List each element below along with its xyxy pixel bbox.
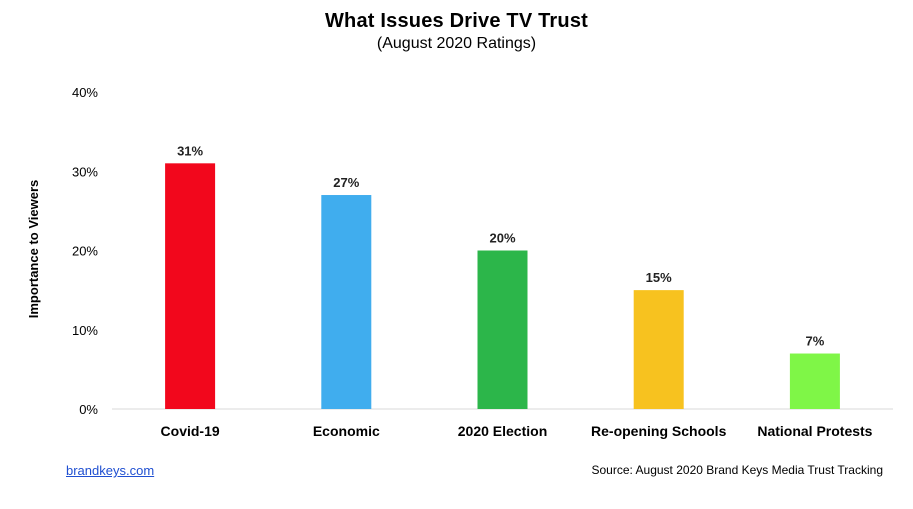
data-label: 20% — [489, 231, 515, 246]
x-tick-label: Re-opening Schools — [591, 423, 727, 439]
data-label: 31% — [177, 143, 203, 158]
data-label: 7% — [806, 334, 825, 349]
brandkeys-link[interactable]: brandkeys.com — [66, 463, 155, 478]
bar-economic — [321, 195, 372, 409]
y-tick-label: 30% — [72, 164, 98, 179]
bar-2020-election — [477, 250, 528, 409]
data-label: 15% — [646, 270, 672, 285]
y-tick-labels: 0% 10% 20% 30% 40% — [72, 85, 98, 417]
x-tick-labels: Covid-19 Economic 2020 Election Re-opening … — [161, 423, 873, 439]
data-labels: 31% 27% 20% 15% 7% — [177, 143, 825, 348]
x-tick-label: Economic — [313, 423, 380, 439]
x-tick-label: National Protests — [757, 423, 872, 439]
y-tick-label: 20% — [72, 244, 98, 259]
chart-subtitle: (August 2020 Ratings) — [376, 35, 537, 52]
x-tick-label: 2020 Election — [458, 423, 548, 439]
source-note: Source: August 2020 Brand Keys Media Tru… — [591, 463, 884, 477]
x-tick-label: Covid-19 — [161, 423, 220, 439]
y-tick-label: 0% — [79, 402, 98, 417]
bars — [165, 163, 840, 409]
axis-layer: Importance to Viewers — [26, 180, 893, 410]
bar-re-opening-schools — [633, 290, 684, 409]
bar-covid-19 — [165, 163, 216, 409]
y-tick-label: 10% — [72, 323, 98, 338]
data-label: 27% — [333, 175, 359, 190]
y-axis-title: Importance to Viewers — [26, 180, 41, 318]
bar-national-protests — [789, 353, 840, 409]
y-tick-label: 40% — [72, 85, 98, 100]
chart-title: What Issues Drive TV Trust — [324, 10, 589, 32]
